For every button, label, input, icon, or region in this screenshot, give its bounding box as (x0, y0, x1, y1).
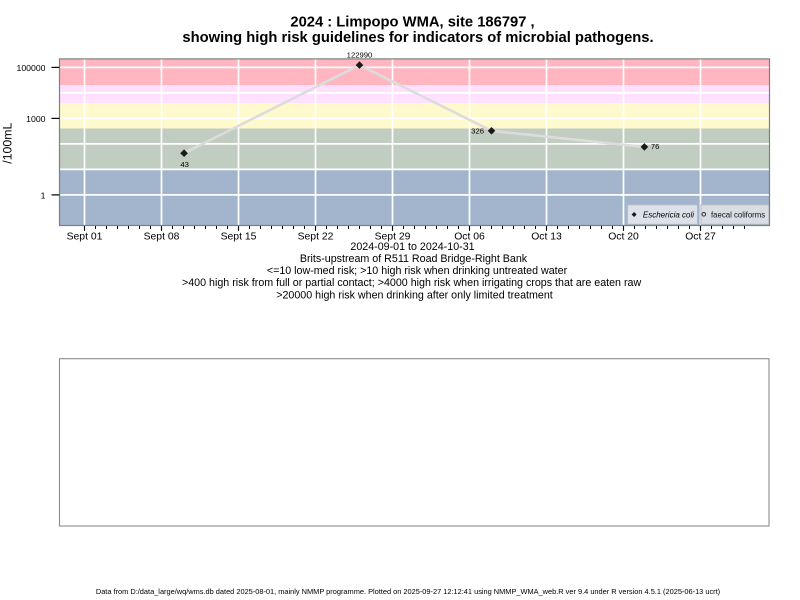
svg-text:Sept 08: Sept 08 (144, 232, 180, 243)
svg-text:2024 : Limpopo WMA, site 18679: 2024 : Limpopo WMA, site 186797 , (290, 15, 534, 31)
svg-text:>20000 high risk when drinking: >20000 high risk when drinking after onl… (276, 289, 553, 301)
svg-text:/100mL: /100mL (1, 123, 15, 164)
svg-text:Sept 29: Sept 29 (375, 232, 411, 243)
svg-text:Sept 01: Sept 01 (67, 232, 103, 243)
svg-text:100000: 100000 (17, 63, 46, 73)
svg-text:122990: 122990 (347, 51, 373, 60)
svg-text:Oct 13: Oct 13 (531, 232, 562, 243)
svg-text:43: 43 (180, 160, 189, 169)
svg-text:76: 76 (651, 142, 660, 151)
svg-text:<=10 low-med risk; >10 high ri: <=10 low-med risk; >10 high risk when dr… (267, 265, 568, 277)
svg-text:Oct 27: Oct 27 (685, 232, 716, 243)
svg-text:>400 high risk from full or pa: >400 high risk from full or partial cont… (182, 277, 641, 289)
svg-text:1000: 1000 (26, 114, 45, 124)
svg-text:Brits-upstream of R511 Road Br: Brits-upstream of R511 Road Bridge-Right… (300, 253, 528, 265)
svg-text:326: 326 (471, 126, 484, 135)
svg-text:Sept 22: Sept 22 (298, 232, 334, 243)
svg-text:Oct 06: Oct 06 (454, 232, 485, 243)
svg-text:2024-09-01 to 2024-10-31: 2024-09-01 to 2024-10-31 (350, 241, 474, 253)
svg-text:faecal coliforms: faecal coliforms (711, 210, 765, 219)
svg-text:showing high risk guidelines f: showing high risk guidelines for indicat… (182, 30, 653, 46)
svg-text:Sept 15: Sept 15 (221, 232, 257, 243)
svg-text:1: 1 (41, 191, 46, 201)
svg-text:Eschericia coli: Eschericia coli (643, 210, 694, 219)
svg-text:Oct 20: Oct 20 (608, 232, 639, 243)
svg-text:Data from D:/data_large/wq/wms: Data from D:/data_large/wq/wms.db dated … (96, 587, 720, 596)
